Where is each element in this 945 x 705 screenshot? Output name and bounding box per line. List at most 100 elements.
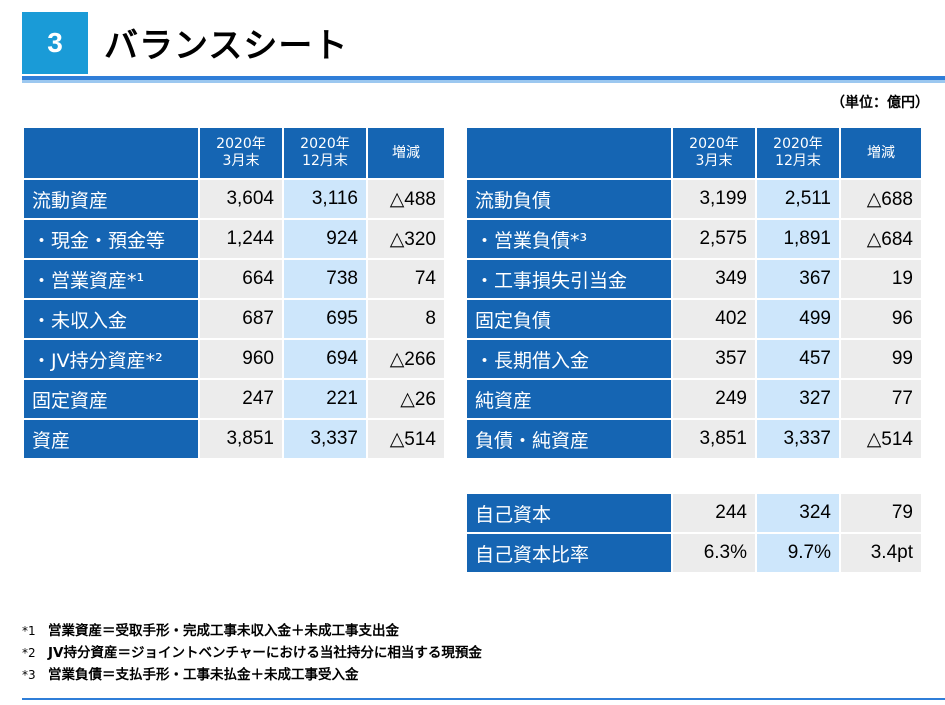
value-dec: 1,891	[757, 220, 841, 260]
row-label: 自己資本比率	[467, 534, 673, 574]
footnote-mark: *2	[22, 646, 36, 660]
value-mar: 3,851	[200, 420, 284, 460]
title-divider-light	[22, 80, 945, 83]
value-change: 77	[841, 380, 923, 420]
footnote: *3 営業負債＝支払手形・工事未払金＋未成工事受入金	[22, 664, 482, 686]
footnote: *1 営業資産＝受取手形・完成工事未収入金＋未成工事支出金	[22, 620, 482, 642]
table-row: ・現金・預金等 1,244 924 △320	[24, 220, 446, 260]
col-header-mar: 2020年 3月末	[200, 128, 284, 180]
value-change: 74	[368, 260, 446, 300]
liabilities-table: 2020年 3月末 2020年 12月末 増減 流動負債 3,199 2,511 △6…	[467, 128, 923, 460]
value-dec: 3,337	[284, 420, 368, 460]
col-header-change: 増減	[841, 128, 923, 180]
row-label: 負債・純資産	[467, 420, 673, 460]
page-title: バランスシート	[104, 26, 349, 66]
row-label: 固定資産	[24, 380, 200, 420]
col-header-dec: 2020年 12月末	[757, 128, 841, 180]
row-label: ・営業資産*¹	[24, 260, 200, 300]
value-mar: 357	[673, 340, 757, 380]
footnote-mark: *3	[22, 668, 36, 682]
row-label: ・未収入金	[24, 300, 200, 340]
value-dec: 2,511	[757, 180, 841, 220]
value-dec: 324	[757, 494, 841, 534]
row-label: 流動負債	[467, 180, 673, 220]
table-corner	[24, 128, 200, 180]
table-row: ・営業負債*³ 2,575 1,891 △684	[467, 220, 923, 260]
row-label: ・営業負債*³	[467, 220, 673, 260]
unit-label: （単位：億円）	[831, 95, 929, 111]
footnote-mark: *1	[22, 624, 36, 638]
value-mar: 3,199	[673, 180, 757, 220]
value-mar: 2,575	[673, 220, 757, 260]
value-dec: 367	[757, 260, 841, 300]
value-change: △514	[368, 420, 446, 460]
value-dec: 924	[284, 220, 368, 260]
value-mar: 1,244	[200, 220, 284, 260]
table-row: 固定負債 402 499 96	[467, 300, 923, 340]
footnote-text: 営業負債＝支払手形・工事未払金＋未成工事受入金	[48, 667, 359, 683]
value-dec: 695	[284, 300, 368, 340]
table-row: 流動資産 3,604 3,116 △488	[24, 180, 446, 220]
value-mar: 687	[200, 300, 284, 340]
row-label: 固定負債	[467, 300, 673, 340]
table-row: 自己資本比率 6.3% 9.7% 3.4pt	[467, 534, 923, 574]
row-label: ・工事損失引当金	[467, 260, 673, 300]
row-label: ・JV持分資産*²	[24, 340, 200, 380]
value-change: △320	[368, 220, 446, 260]
value-dec: 9.7%	[757, 534, 841, 574]
value-dec: 221	[284, 380, 368, 420]
value-dec: 3,116	[284, 180, 368, 220]
table-row: ・営業資産*¹ 664 738 74	[24, 260, 446, 300]
equity-table: 自己資本 244 324 79 自己資本比率 6.3% 9.7% 3.4pt	[467, 494, 923, 574]
value-mar: 960	[200, 340, 284, 380]
footnote: *2 JV持分資産＝ジョイントベンチャーにおける当社持分に相当する現預金	[22, 642, 482, 664]
bottom-divider	[22, 698, 945, 700]
value-change: △514	[841, 420, 923, 460]
row-label: 自己資本	[467, 494, 673, 534]
col-header-mar: 2020年 3月末	[673, 128, 757, 180]
value-mar: 664	[200, 260, 284, 300]
section-number-badge: 3	[22, 12, 88, 74]
table-row: ・長期借入金 357 457 99	[467, 340, 923, 380]
table-row: 純資産 249 327 77	[467, 380, 923, 420]
row-label: ・長期借入金	[467, 340, 673, 380]
value-change: △26	[368, 380, 446, 420]
value-dec: 3,337	[757, 420, 841, 460]
col-header-change: 増減	[368, 128, 446, 180]
value-change: 19	[841, 260, 923, 300]
row-label: 純資産	[467, 380, 673, 420]
value-mar: 3,851	[673, 420, 757, 460]
table-row: 固定資産 247 221 △26	[24, 380, 446, 420]
table-row: 負債・純資産 3,851 3,337 △514	[467, 420, 923, 460]
value-change: 99	[841, 340, 923, 380]
value-change: △266	[368, 340, 446, 380]
assets-table: 2020年 3月末 2020年 12月末 増減 流動資産 3,604 3,116 △4…	[24, 128, 446, 460]
value-change: 79	[841, 494, 923, 534]
value-mar: 244	[673, 494, 757, 534]
col-header-dec: 2020年 12月末	[284, 128, 368, 180]
table-row: 流動負債 3,199 2,511 △688	[467, 180, 923, 220]
value-change: 8	[368, 300, 446, 340]
row-label: ・現金・預金等	[24, 220, 200, 260]
value-mar: 249	[673, 380, 757, 420]
value-mar: 3,604	[200, 180, 284, 220]
table-corner	[467, 128, 673, 180]
value-dec: 457	[757, 340, 841, 380]
row-label: 資産	[24, 420, 200, 460]
row-label: 流動資産	[24, 180, 200, 220]
value-mar: 6.3%	[673, 534, 757, 574]
table-row: ・JV持分資産*² 960 694 △266	[24, 340, 446, 380]
value-change: △684	[841, 220, 923, 260]
table-row: ・工事損失引当金 349 367 19	[467, 260, 923, 300]
table-row: 資産 3,851 3,337 △514	[24, 420, 446, 460]
value-dec: 499	[757, 300, 841, 340]
value-mar: 402	[673, 300, 757, 340]
value-change: 3.4pt	[841, 534, 923, 574]
value-dec: 738	[284, 260, 368, 300]
value-change: 96	[841, 300, 923, 340]
table-row: ・未収入金 687 695 8	[24, 300, 446, 340]
table-row: 自己資本 244 324 79	[467, 494, 923, 534]
footnote-text: JV持分資産＝ジョイントベンチャーにおける当社持分に相当する現預金	[48, 645, 482, 661]
title-divider	[22, 76, 945, 80]
value-change: △688	[841, 180, 923, 220]
